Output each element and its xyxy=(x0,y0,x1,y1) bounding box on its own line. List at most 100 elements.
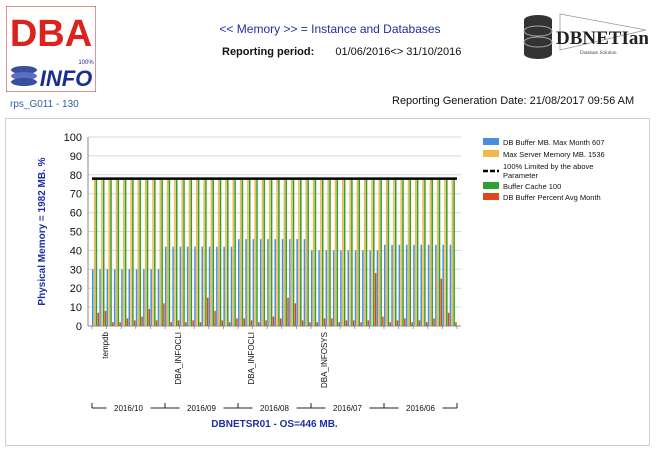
bar-percent-2016/06-1 xyxy=(396,320,399,326)
bar-percent-2016/06-5 xyxy=(425,322,428,326)
bar-cache-2016/07-3 xyxy=(336,178,339,326)
y-tick-label-10: 10 xyxy=(70,302,82,314)
bar-buffer-2016/06-6 xyxy=(427,244,430,326)
bar-buffer-2016/10-7 xyxy=(143,269,145,326)
bar-max-server-2016/08-8 xyxy=(298,178,300,326)
bar-max-server-2016/09-7 xyxy=(217,178,220,326)
bar-max-server-2016/10-0 xyxy=(93,178,96,326)
bar-cache-2016/07-4 xyxy=(343,178,346,326)
bar-percent-2016/09-2 xyxy=(185,322,187,326)
bar-percent-2016/06-3 xyxy=(411,322,413,326)
legend-swatch-1 xyxy=(483,150,499,157)
reporting-period: Reporting period: 01/06/2016<> 31/10/201… xyxy=(222,46,461,58)
bar-buffer-2016/07-4 xyxy=(340,250,342,326)
bar-buffer-2016/08-6 xyxy=(281,239,284,326)
bar-buffer-2016/09-4 xyxy=(194,246,196,326)
bar-percent-2016/09-4 xyxy=(199,322,202,326)
bar-max-server-2016/08-2 xyxy=(254,178,256,326)
bar-cache-2016/07-6 xyxy=(358,178,360,326)
bar-max-server-2016/07-6 xyxy=(356,178,359,326)
bar-cache-2016/08-3 xyxy=(263,178,266,326)
y-tick-label-90: 90 xyxy=(70,151,82,163)
legend-label-2: 100% Limited by the above xyxy=(503,162,593,171)
bar-cache-2016/10-4 xyxy=(124,178,127,326)
bar-buffer-2016/06-4 xyxy=(413,244,415,326)
database-label-0: tempdb xyxy=(101,331,110,358)
bar-cache-2016/10-7 xyxy=(146,178,149,326)
y-tick-label-30: 30 xyxy=(70,264,82,276)
bar-max-server-2016/06-7 xyxy=(436,178,439,326)
bar-percent-2016/09-3 xyxy=(192,320,194,326)
month-label-2016/06: 2016/06 xyxy=(406,404,435,413)
report-title: << Memory >> = Instance and Databases xyxy=(219,22,441,36)
bar-percent-2016/08-6 xyxy=(287,297,289,326)
bar-max-server-2016/06-3 xyxy=(407,178,410,326)
bar-percent-2016/06-8 xyxy=(447,312,450,326)
bar-buffer-2016/09-7 xyxy=(216,246,218,326)
bar-buffer-2016/06-8 xyxy=(442,244,444,326)
bar-percent-2016/07-0 xyxy=(316,322,318,326)
bar-cache-2016/10-9 xyxy=(161,178,163,326)
bar-percent-2016/08-5 xyxy=(279,318,282,326)
chart-frame xyxy=(5,118,650,446)
bar-cache-2016/09-9 xyxy=(234,178,236,326)
bar-max-server-2016/06-5 xyxy=(422,178,424,326)
legend-swatch-0 xyxy=(483,138,499,145)
bar-max-server-2016/06-0 xyxy=(385,178,388,326)
bar-cache-2016/10-2 xyxy=(110,178,112,326)
bar-cache-2016/07-2 xyxy=(329,178,331,326)
bar-buffer-2016/07-5 xyxy=(347,250,350,326)
bar-max-server-2016/08-0 xyxy=(239,178,242,326)
legend-label-0: DB Buffer MB. Max Month 607 xyxy=(503,138,605,147)
bar-max-server-2016/10-7 xyxy=(144,178,147,326)
bar-cache-2016/09-5 xyxy=(205,178,207,326)
legend-label-3: Buffer Cache 100 xyxy=(503,182,561,191)
bar-max-server-2016/10-5 xyxy=(130,178,132,326)
bar-max-server-2016/10-3 xyxy=(115,178,118,326)
bar-percent-2016/09-7 xyxy=(221,320,224,326)
bar-max-server-2016/07-1 xyxy=(320,178,322,326)
bar-percent-2016/08-8 xyxy=(301,320,304,326)
bar-cache-2016/09-0 xyxy=(168,178,171,326)
y-tick-label-70: 70 xyxy=(70,189,82,201)
bar-percent-2016/10-5 xyxy=(133,320,136,326)
bar-max-server-2016/08-4 xyxy=(269,178,271,326)
bar-cache-2016/08-0 xyxy=(241,178,244,326)
bar-buffer-2016/06-7 xyxy=(435,244,437,326)
bar-max-server-2016/06-1 xyxy=(393,178,395,326)
bar-cache-2016/10-6 xyxy=(139,178,141,326)
bar-cache-2016/09-3 xyxy=(190,178,193,326)
bar-cache-2016/09-4 xyxy=(197,178,200,326)
bar-buffer-2016/08-5 xyxy=(274,239,277,326)
bar-percent-2016/08-0 xyxy=(243,318,245,326)
bar-percent-2016/10-9 xyxy=(163,303,165,326)
bar-max-server-2016/06-6 xyxy=(429,178,432,326)
period-label: Reporting period: xyxy=(222,46,315,58)
bar-max-server-2016/07-4 xyxy=(342,178,344,326)
bar-buffer-2016/09-0 xyxy=(165,246,167,326)
bar-cache-2016/09-6 xyxy=(212,178,214,326)
bar-buffer-2016/06-0 xyxy=(384,244,386,326)
bar-max-server-2016/10-9 xyxy=(159,178,162,326)
bar-percent-2016/09-9 xyxy=(236,318,238,326)
bar-percent-2016/07-2 xyxy=(331,318,333,326)
bar-cache-2016/06-2 xyxy=(402,178,404,326)
bar-percent-2016/10-0 xyxy=(97,312,99,326)
bar-buffer-2016/07-9 xyxy=(376,250,379,326)
bar-max-server-2016/07-5 xyxy=(349,178,351,326)
bar-cache-2016/08-7 xyxy=(292,178,295,326)
bar-percent-2016/09-0 xyxy=(170,322,172,326)
database-label-1: DBA_INFOCLI xyxy=(174,332,183,384)
report-id: rps_G011 - 130 xyxy=(10,99,79,110)
bar-cache-2016/10-3 xyxy=(117,178,120,326)
bar-cache-2016/07-5 xyxy=(351,178,353,326)
bar-buffer-2016/09-6 xyxy=(208,246,211,326)
y-tick-label-80: 80 xyxy=(70,170,82,182)
legend-label-1: Max Server Memory MB. 1536 xyxy=(503,150,605,159)
bar-buffer-2016/09-1 xyxy=(172,246,174,326)
bar-cache-2016/06-8 xyxy=(446,178,448,326)
bar-percent-2016/09-8 xyxy=(228,322,231,326)
bar-cache-2016/07-8 xyxy=(373,178,375,326)
y-tick-label-100: 100 xyxy=(64,132,82,144)
bar-max-server-2016/10-1 xyxy=(101,178,103,326)
